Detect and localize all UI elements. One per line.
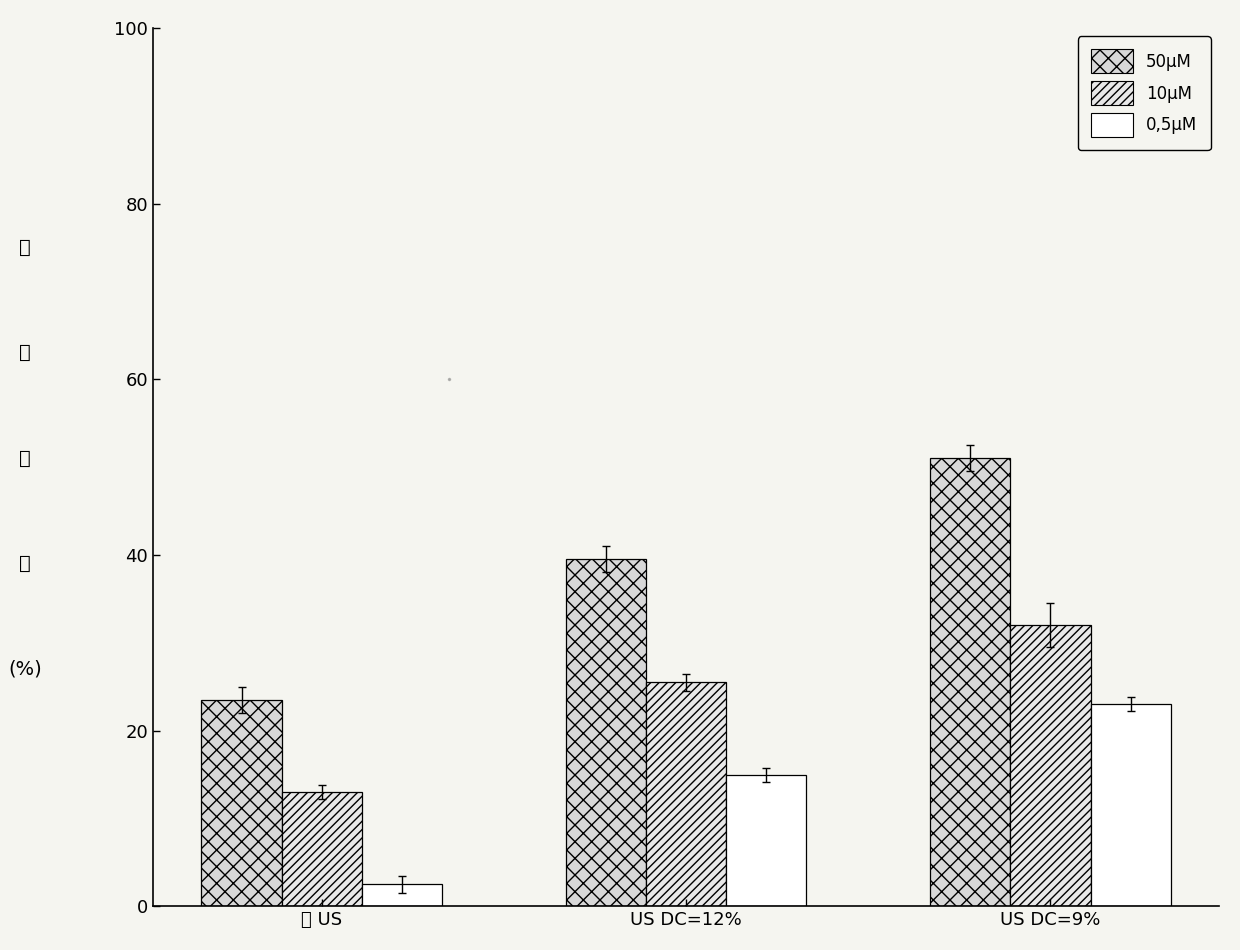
Text: 细: 细: [19, 238, 31, 256]
Text: 死: 死: [19, 448, 31, 467]
Bar: [281, 792, 362, 906]
Text: 亡: 亡: [19, 554, 31, 573]
Bar: [727, 774, 806, 906]
Bar: [201, 700, 281, 906]
Bar: [930, 458, 1011, 906]
Bar: [1090, 704, 1171, 906]
Text: 胞: 胞: [19, 343, 31, 362]
Text: (%): (%): [9, 659, 42, 678]
Bar: [646, 682, 727, 906]
Bar: [565, 560, 646, 906]
Bar: [362, 884, 441, 906]
Legend: 50μM, 10μM, 0,5μM: 50μM, 10μM, 0,5μM: [1078, 36, 1210, 150]
Bar: [1011, 625, 1090, 906]
